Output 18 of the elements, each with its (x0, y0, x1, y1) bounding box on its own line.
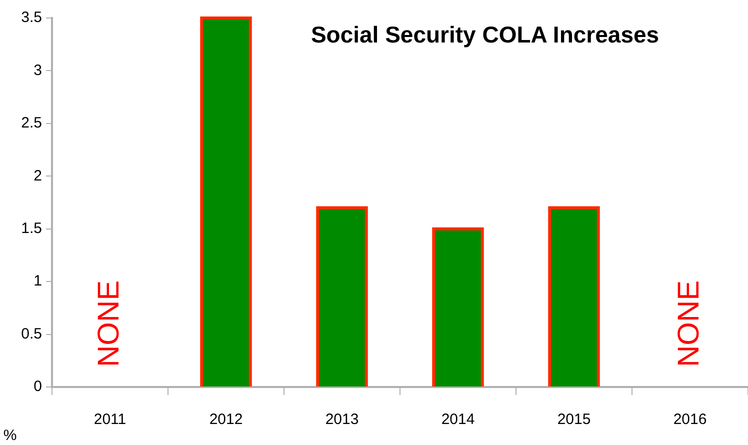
y-tick-label: 1 (34, 272, 42, 290)
chart-title: Social Security COLA Increases (310, 21, 660, 48)
x-tick-label: 2015 (557, 411, 591, 428)
x-tick-label: 2016 (673, 411, 707, 428)
x-tick-label: 2012 (209, 411, 243, 428)
x-tick-label: 2014 (441, 411, 475, 428)
x-tick-label: 2013 (325, 411, 359, 428)
y-tick-label: 2 (34, 167, 42, 184)
y-tick-label: 0.5 (21, 325, 42, 342)
y-tick-label: 3 (34, 62, 42, 79)
x-tick-label: 2011 (94, 411, 126, 428)
annotation: NONE (92, 280, 126, 367)
annotation: NONE (672, 280, 706, 367)
y-tick-label: 1.5 (21, 220, 42, 237)
y-tick-label: 3.5 (21, 9, 42, 26)
y-tick-label: 0 (34, 378, 42, 396)
y-axis-title: % (3, 427, 17, 444)
y-tick-label: 2.5 (21, 114, 42, 132)
